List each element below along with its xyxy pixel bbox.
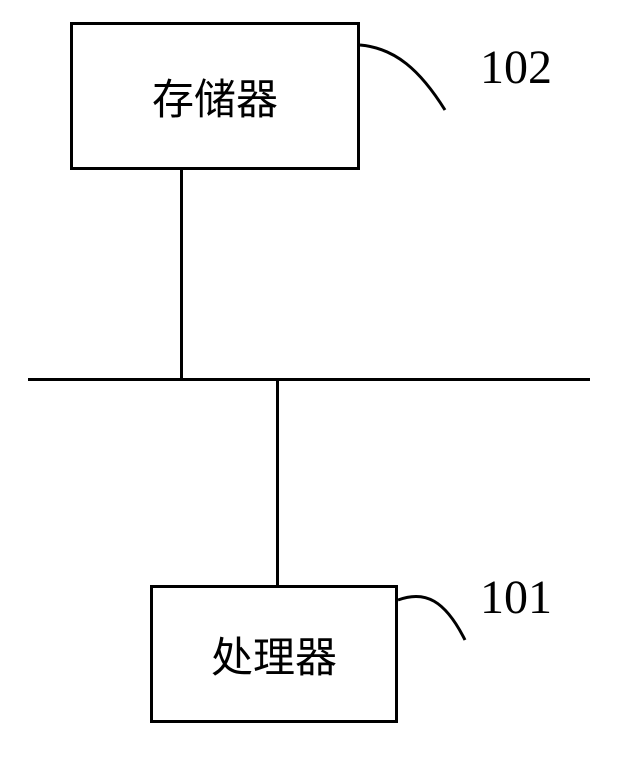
memory-box: 存储器 xyxy=(70,22,360,170)
ref-102: 102 xyxy=(480,40,552,95)
ref-101: 101 xyxy=(480,570,552,625)
processor-label: 处理器 xyxy=(211,624,337,685)
connector-top-vertical xyxy=(180,170,183,378)
leader-arc-top xyxy=(360,45,445,110)
leader-arc-bottom xyxy=(398,596,465,640)
connector-horizontal-bus xyxy=(28,378,590,381)
memory-label: 存储器 xyxy=(152,66,278,127)
processor-box: 处理器 xyxy=(150,585,398,723)
connector-bottom-vertical xyxy=(276,380,279,585)
